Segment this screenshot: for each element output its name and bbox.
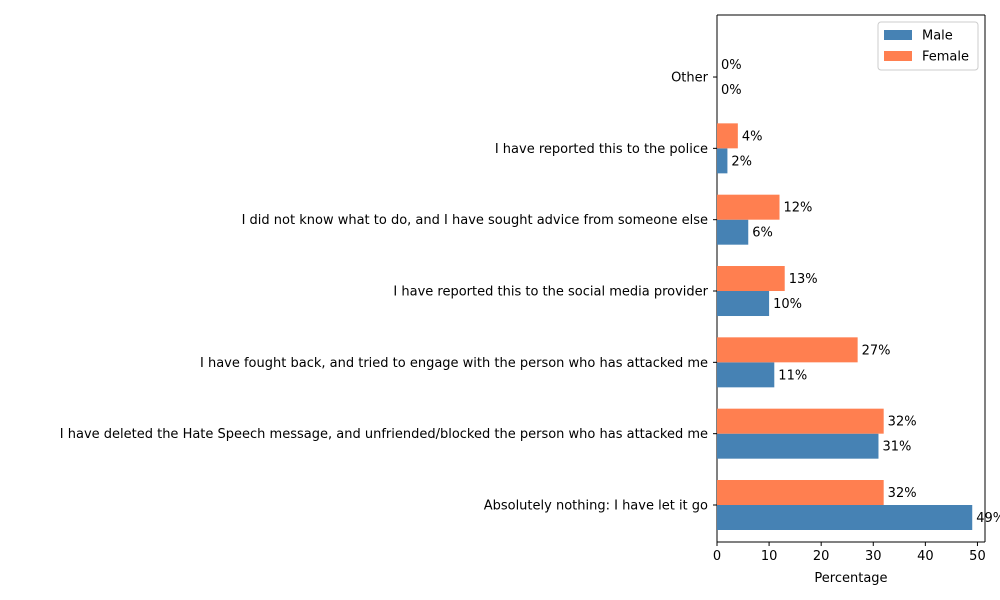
x-tick-label: 50: [969, 549, 986, 564]
bar-female: [717, 266, 785, 292]
legend-label-male: Male: [922, 29, 953, 44]
legend-label-female: Female: [922, 50, 969, 65]
data-label-male: 10%: [773, 297, 802, 312]
y-tick-label: I have reported this to the social media…: [393, 285, 708, 300]
data-label-female: 13%: [789, 272, 818, 287]
data-label-male: 31%: [882, 440, 911, 455]
data-label-male: 0%: [721, 83, 742, 98]
x-tick-label: 0: [713, 549, 721, 564]
data-label-male: 2%: [731, 154, 752, 169]
x-tick-label: 20: [813, 549, 830, 564]
data-label-female: 32%: [888, 415, 917, 430]
bar-female: [717, 480, 884, 505]
data-label-male: 49%: [976, 511, 1000, 526]
x-axis-title: Percentage: [814, 571, 887, 586]
bar-male: [717, 362, 775, 388]
legend: Male Female: [877, 21, 979, 71]
data-label-female: 12%: [784, 201, 813, 216]
legend-swatch-female: [884, 51, 912, 61]
bar-male: [717, 219, 749, 245]
y-tick-label: Other: [671, 71, 709, 86]
data-label-female: 4%: [742, 129, 763, 144]
data-label-female: 0%: [721, 58, 742, 73]
legend-swatch-male: [884, 30, 912, 40]
y-tick-label: I have fought back, and tried to engage …: [200, 356, 708, 371]
data-label-male: 6%: [752, 226, 773, 241]
y-tick-label: Absolutely nothing: I have let it go: [484, 499, 708, 514]
x-tick-label: 10: [761, 549, 778, 564]
data-label-male: 11%: [778, 368, 807, 383]
bar-male: [717, 505, 973, 530]
bar-female: [717, 123, 738, 149]
x-tick-label: 30: [865, 549, 882, 564]
plot-area: 0 10 20 30 40 50 Absolutely nothing: I have le…: [60, 14, 1000, 564]
bar-male: [717, 148, 728, 174]
y-tick-label: I did not know what to do, and I have so…: [242, 213, 708, 228]
bar-male: [717, 433, 879, 459]
data-label-female: 32%: [888, 486, 917, 501]
data-label-female: 27%: [862, 343, 891, 358]
bar-female: [717, 408, 884, 434]
bar-female: [717, 194, 780, 220]
y-tick-label: I have deleted the Hate Speech message, …: [60, 427, 708, 442]
bar-male: [717, 291, 770, 317]
y-tick-label: I have reported this to the police: [495, 142, 708, 157]
bar-female: [717, 337, 858, 363]
x-tick-label: 40: [917, 549, 934, 564]
